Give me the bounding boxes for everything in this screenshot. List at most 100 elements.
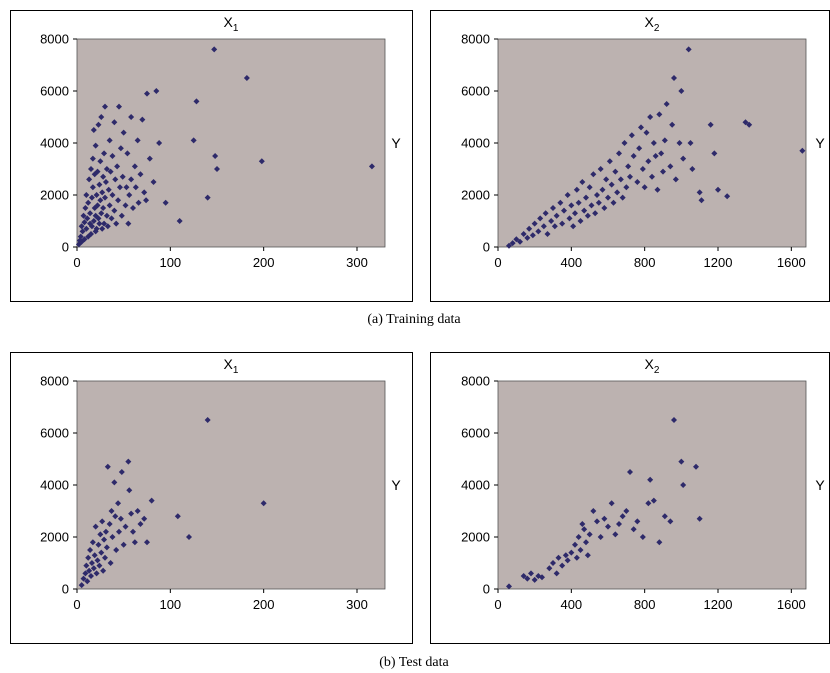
data-point	[628, 132, 635, 139]
x-tick-label: 200	[253, 597, 275, 612]
data-point	[78, 223, 85, 230]
data-point	[97, 158, 104, 165]
data-point	[93, 192, 100, 198]
data-point	[88, 560, 95, 566]
data-point	[559, 562, 566, 569]
data-point	[81, 219, 88, 226]
data-point	[119, 173, 126, 180]
data-point	[88, 194, 95, 201]
data-point	[86, 176, 93, 183]
data-point	[107, 168, 114, 175]
data-point	[174, 513, 181, 520]
data-point	[649, 173, 655, 180]
y-tick-label: 6000	[461, 426, 490, 441]
data-point	[636, 145, 643, 152]
data-point	[97, 197, 104, 204]
chart-title: X2	[645, 14, 660, 34]
data-point	[130, 528, 136, 535]
y-tick-label: 0	[483, 582, 490, 597]
data-point	[108, 508, 115, 514]
data-point	[685, 46, 692, 53]
y-tick-label: 6000	[461, 84, 490, 99]
data-point	[88, 231, 94, 237]
data-point	[98, 114, 105, 120]
data-point	[583, 194, 589, 201]
data-point	[667, 518, 674, 525]
data-point	[645, 500, 652, 507]
data-point	[104, 463, 111, 470]
data-point	[93, 225, 100, 232]
data-point	[625, 163, 632, 170]
data-point	[96, 562, 103, 569]
data-point	[93, 570, 100, 577]
data-point	[634, 179, 641, 185]
data-point	[577, 218, 584, 224]
data-point	[601, 205, 608, 211]
data-point	[557, 199, 564, 206]
data-point	[124, 150, 131, 157]
data-point	[120, 541, 127, 548]
data-point	[539, 574, 545, 581]
data-point	[134, 137, 141, 144]
data-point	[630, 526, 637, 533]
caption-test: (b) Test data	[379, 655, 449, 670]
data-point	[639, 166, 646, 172]
x-tick-label: 800	[634, 255, 656, 270]
data-point	[101, 150, 108, 157]
data-point	[676, 140, 683, 146]
data-point	[90, 565, 97, 572]
data-point	[117, 515, 124, 522]
data-point	[661, 513, 668, 520]
data-point	[667, 163, 674, 170]
plot-area	[76, 38, 386, 248]
data-point	[125, 458, 132, 465]
data-point	[128, 510, 135, 517]
data-point	[88, 573, 94, 579]
data-point	[137, 171, 144, 178]
data-point	[243, 75, 250, 81]
data-point	[680, 155, 687, 162]
y-tick-label: 0	[62, 582, 69, 597]
data-point	[537, 215, 544, 222]
y-axis-label: Y	[391, 477, 401, 493]
data-point	[581, 207, 588, 214]
data-point	[176, 218, 183, 224]
y-tick-label: 4000	[40, 478, 69, 493]
data-point	[112, 176, 119, 183]
data-point	[608, 181, 615, 188]
data-point	[96, 220, 103, 227]
data-point	[573, 554, 580, 561]
data-point	[106, 202, 113, 209]
data-point	[715, 186, 721, 193]
data-point	[115, 500, 122, 507]
data-point	[612, 531, 619, 538]
data-point	[92, 523, 99, 530]
data-point	[619, 513, 626, 520]
data-point	[143, 197, 150, 204]
data-point	[658, 150, 665, 157]
x-tick-label: 100	[159, 597, 181, 612]
data-point	[654, 186, 661, 193]
x-tick-label: 1600	[777, 597, 806, 612]
data-point	[573, 186, 580, 193]
x-tick-label: 1200	[704, 597, 733, 612]
data-point	[619, 194, 626, 201]
data-point	[584, 212, 591, 219]
data-point	[88, 223, 95, 230]
data-point	[260, 500, 267, 507]
data-point	[87, 547, 94, 553]
data-point	[123, 184, 130, 191]
y-tick-label: 8000	[461, 32, 490, 47]
x-tick-label: 800	[634, 597, 656, 612]
data-point	[144, 90, 150, 97]
data-point	[131, 539, 138, 546]
data-point	[513, 236, 520, 243]
data-point	[105, 186, 112, 193]
y-tick-label: 4000	[461, 478, 490, 493]
data-point	[116, 184, 123, 191]
y-axis-label: Y	[815, 135, 825, 151]
data-point	[100, 173, 107, 180]
data-point	[572, 541, 578, 548]
data-point	[101, 220, 108, 227]
